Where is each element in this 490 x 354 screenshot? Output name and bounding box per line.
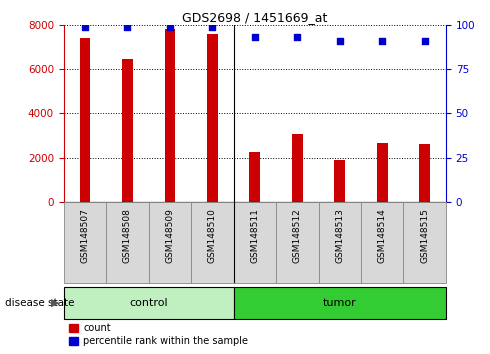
FancyBboxPatch shape: [64, 287, 234, 319]
Bar: [249, 152, 260, 202]
Text: control: control: [129, 298, 168, 308]
Point: [421, 38, 429, 44]
Bar: [419, 144, 430, 202]
Point: [378, 38, 386, 44]
FancyBboxPatch shape: [234, 202, 276, 283]
FancyBboxPatch shape: [318, 202, 361, 283]
FancyBboxPatch shape: [276, 202, 318, 283]
Point: [81, 24, 89, 29]
Text: GSM148507: GSM148507: [80, 208, 90, 263]
Bar: [165, 29, 175, 202]
Text: GSM148513: GSM148513: [335, 208, 344, 263]
Text: ▶: ▶: [51, 298, 60, 308]
FancyBboxPatch shape: [403, 202, 446, 283]
Bar: [122, 59, 133, 202]
Point: [294, 34, 301, 40]
Text: tumor: tumor: [323, 298, 357, 308]
Text: GSM148509: GSM148509: [165, 208, 174, 263]
Bar: [207, 34, 218, 202]
Bar: [292, 134, 303, 202]
Legend: count, percentile rank within the sample: count, percentile rank within the sample: [69, 324, 248, 346]
Bar: [335, 160, 345, 202]
Point: [166, 24, 174, 29]
Text: GSM148515: GSM148515: [420, 208, 429, 263]
FancyBboxPatch shape: [148, 202, 191, 283]
FancyBboxPatch shape: [234, 287, 446, 319]
Text: disease state: disease state: [5, 298, 74, 308]
Text: GSM148511: GSM148511: [250, 208, 259, 263]
Text: GSM148514: GSM148514: [378, 208, 387, 263]
Bar: [79, 38, 90, 202]
FancyBboxPatch shape: [106, 202, 148, 283]
Text: GSM148510: GSM148510: [208, 208, 217, 263]
Point: [336, 38, 343, 44]
FancyBboxPatch shape: [191, 202, 234, 283]
Text: GSM148512: GSM148512: [293, 208, 302, 263]
Bar: [377, 143, 388, 202]
FancyBboxPatch shape: [64, 202, 106, 283]
Point: [123, 24, 131, 29]
Text: GSM148508: GSM148508: [123, 208, 132, 263]
Point: [251, 34, 259, 40]
Point: [208, 24, 216, 29]
FancyBboxPatch shape: [361, 202, 403, 283]
Title: GDS2698 / 1451669_at: GDS2698 / 1451669_at: [182, 11, 327, 24]
